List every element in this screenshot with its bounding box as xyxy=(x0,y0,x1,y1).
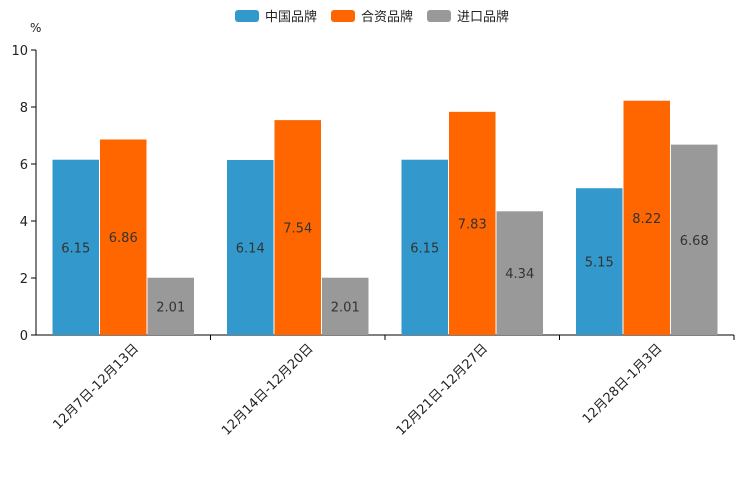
bar-series0-cat0 xyxy=(52,159,99,335)
legend-swatch-china-brand xyxy=(234,9,259,22)
bar-series1-cat0 xyxy=(100,139,147,335)
legend-label-china-brand: 中国品牌 xyxy=(264,10,317,25)
data-label-series1-cat2: 7.83 xyxy=(458,217,487,232)
legend: 中国品牌 合资品牌 进口品牌 xyxy=(0,6,744,25)
y-tick-label-8: 8 xyxy=(20,101,28,116)
data-label-series0-cat2: 6.15 xyxy=(410,241,439,256)
legend-label-joint-venture-brand: 合资品牌 xyxy=(360,10,413,25)
bar-series2-cat2 xyxy=(496,211,543,335)
data-label-series1-cat1: 7.54 xyxy=(283,222,312,237)
bar-series1-cat2 xyxy=(449,111,496,335)
bar-series0-cat2 xyxy=(401,159,448,335)
y-axis-unit: % xyxy=(30,21,42,35)
data-label-series2-cat0: 2.01 xyxy=(156,300,185,315)
bar-series2-cat0 xyxy=(147,277,194,335)
bar-series0-cat3 xyxy=(576,188,623,335)
legend-item-china-brand[interactable]: 中国品牌 xyxy=(234,6,317,25)
bar-series2-cat1 xyxy=(322,277,369,335)
data-label-series1-cat3: 8.22 xyxy=(632,212,661,227)
bar-series1-cat1 xyxy=(274,120,321,335)
y-tick-label-10: 10 xyxy=(11,44,28,59)
x-tick-label-0: 12月7日-12月13日 xyxy=(50,341,142,433)
y-tick-label-2: 2 xyxy=(20,272,28,287)
bar-series0-cat1 xyxy=(227,160,274,335)
legend-swatch-import-brand xyxy=(427,9,451,22)
legend-swatch-joint-venture-brand xyxy=(330,9,355,22)
data-label-series1-cat0: 6.86 xyxy=(109,231,138,246)
data-label-series2-cat2: 4.34 xyxy=(505,267,534,282)
legend-item-import-brand[interactable]: 进口品牌 xyxy=(427,6,509,25)
data-label-series0-cat1: 6.14 xyxy=(236,242,265,257)
y-tick-label-4: 4 xyxy=(20,215,28,230)
y-tick-label-0: 0 xyxy=(20,329,28,344)
bar-series2-cat3 xyxy=(671,144,718,335)
data-label-series2-cat3: 6.68 xyxy=(680,234,709,249)
legend-item-joint-venture-brand[interactable]: 合资品牌 xyxy=(330,6,413,25)
legend-label-import-brand: 进口品牌 xyxy=(457,10,510,25)
x-tick-label-1: 12月14日-12月20日 xyxy=(219,341,316,438)
bar-series1-cat3 xyxy=(623,100,670,335)
y-tick-label-6: 6 xyxy=(20,158,28,173)
x-tick-label-3: 12月28日-1月3日 xyxy=(580,341,666,427)
data-label-series0-cat3: 5.15 xyxy=(585,256,614,271)
x-tick-label-2: 12月21日-12月27日 xyxy=(394,341,491,438)
data-label-series2-cat1: 2.01 xyxy=(331,300,360,315)
data-label-series0-cat0: 6.15 xyxy=(61,241,90,256)
